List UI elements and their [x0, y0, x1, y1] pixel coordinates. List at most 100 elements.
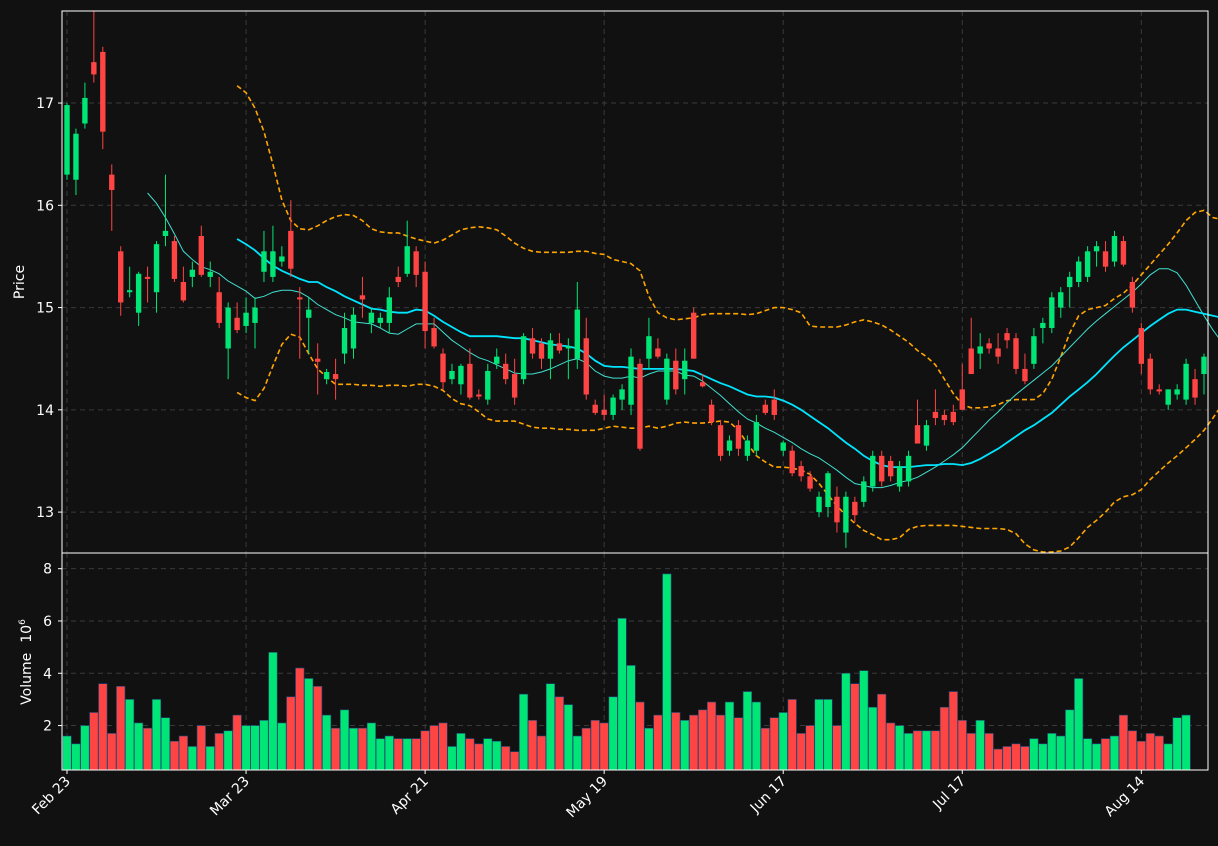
candle-body — [691, 312, 697, 359]
volume-bar — [707, 701, 717, 771]
volume-bar — [286, 696, 296, 771]
volume-bar — [715, 714, 726, 771]
volume-bar — [1056, 735, 1066, 771]
volume-bar — [339, 709, 350, 771]
volume-bar — [760, 727, 770, 771]
candle-body — [153, 244, 160, 293]
volume-bar — [1100, 738, 1111, 771]
volume-bar — [519, 693, 529, 771]
volume-bar — [921, 730, 932, 771]
volume-bar — [80, 725, 90, 771]
volume-bar — [787, 699, 797, 771]
volume-bar — [348, 727, 359, 771]
candle-body — [126, 290, 133, 293]
candle-body — [735, 425, 742, 449]
volume-bar — [447, 746, 457, 771]
candle-body — [198, 235, 204, 275]
candle-body — [1102, 251, 1109, 267]
candle-body — [332, 374, 339, 380]
volume-bar — [402, 738, 412, 771]
candle-body — [682, 360, 688, 380]
candle-body — [798, 466, 804, 477]
volume-bar — [1172, 717, 1182, 771]
candle-body — [485, 370, 491, 400]
volume-tick-label: 2 — [43, 719, 52, 735]
volume-bars — [62, 573, 1191, 771]
candle-body — [395, 276, 401, 282]
candle-body — [234, 317, 240, 331]
volume-bar — [572, 735, 582, 771]
volume-bar — [733, 717, 744, 771]
volume-bar — [930, 730, 940, 771]
candle-body — [744, 440, 751, 456]
candle-body — [359, 295, 366, 300]
volume-bar — [769, 717, 779, 771]
bollinger-bands — [236, 85, 1218, 553]
volume-bar — [1047, 733, 1057, 771]
candle-body — [807, 476, 813, 489]
volume-bar — [1118, 714, 1128, 771]
candle-body — [64, 105, 70, 175]
volume-bar — [850, 683, 860, 771]
candle-body — [762, 404, 769, 413]
volume-axis-ticks: 2 4 6 8 — [43, 562, 62, 735]
candle-body — [1111, 235, 1118, 262]
candle-body — [243, 312, 249, 326]
volume-bar — [483, 738, 493, 771]
volume-bar — [832, 725, 842, 771]
candle-body — [664, 358, 670, 400]
volume-bar — [698, 709, 708, 771]
candle-body — [538, 343, 545, 359]
volume-bar — [1038, 743, 1048, 771]
candle-body — [162, 230, 169, 236]
candle-body — [870, 455, 876, 487]
volume-bar — [250, 725, 260, 771]
volume-bar — [895, 725, 905, 771]
volume-bar — [465, 738, 475, 771]
candle-body — [1174, 389, 1180, 395]
candle-body — [986, 343, 992, 349]
volume-axis-label: Volume 106 — [18, 619, 35, 705]
candle-body — [896, 466, 903, 487]
candle-body — [861, 481, 867, 502]
sma-slow-line — [236, 238, 1218, 468]
volume-bar — [948, 691, 958, 771]
candle-body — [1192, 379, 1198, 398]
candle-body — [816, 496, 822, 513]
volume-bar — [1083, 738, 1093, 771]
bollinger-upper-line — [236, 85, 1218, 409]
volume-bar — [331, 727, 341, 771]
candle-body — [950, 411, 957, 423]
volume-bar — [626, 665, 636, 771]
price-axis-label: Price — [12, 265, 28, 299]
candle-body — [637, 363, 643, 449]
volume-bar — [375, 738, 385, 771]
volume-bar — [178, 735, 188, 771]
volume-bar — [1020, 746, 1030, 771]
candle-body — [207, 271, 213, 277]
candle-body — [556, 343, 563, 351]
volume-bar — [536, 735, 547, 771]
candle-body — [180, 282, 187, 301]
candle-body — [1183, 363, 1189, 400]
candle-body — [341, 328, 348, 354]
candle-body — [261, 251, 267, 272]
candle-body — [547, 340, 554, 359]
candle-body — [1138, 328, 1145, 364]
candle-body — [73, 133, 79, 180]
volume-bar — [492, 740, 502, 771]
candle-body — [879, 455, 885, 482]
volume-bar — [975, 720, 985, 771]
volume-bar — [1181, 714, 1191, 771]
candle-body — [1147, 358, 1153, 390]
volume-bar — [635, 701, 645, 771]
volume-bar — [742, 691, 752, 771]
candle-body — [932, 411, 939, 419]
volume-bar — [957, 720, 967, 771]
volume-bar — [617, 618, 627, 771]
candle-body — [780, 442, 786, 451]
volume-bar — [841, 672, 851, 771]
volume-bar — [125, 699, 135, 771]
candle-body — [368, 312, 375, 323]
